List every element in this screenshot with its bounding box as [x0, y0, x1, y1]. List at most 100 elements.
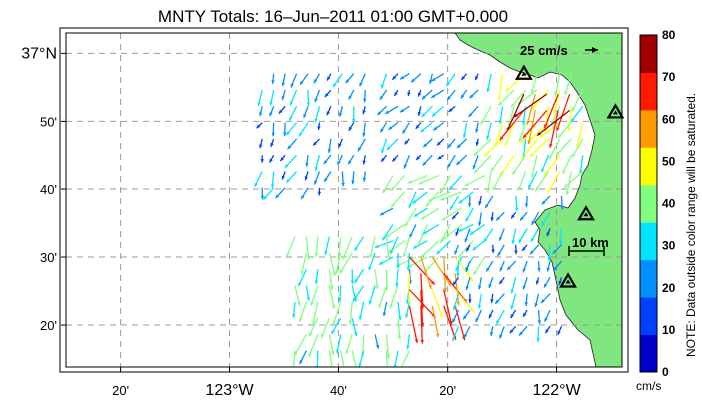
current-vector: [328, 269, 334, 291]
current-vector: [385, 350, 388, 367]
current-vector: [297, 268, 307, 287]
current-vector: [557, 122, 572, 139]
current-vector: [384, 105, 399, 115]
current-vector: [415, 122, 422, 130]
current-vector: [269, 106, 275, 117]
current-vector: [498, 106, 504, 125]
current-vector: [558, 277, 563, 285]
current-vector: [524, 293, 529, 306]
current-vector: [314, 155, 321, 171]
current-vector: [415, 154, 422, 161]
colorbar-segment: [640, 109, 657, 148]
current-vector: [300, 252, 308, 275]
current-vector: [279, 154, 286, 162]
current-vector: [292, 350, 296, 367]
current-vector: [430, 89, 445, 99]
current-vector: [299, 350, 307, 365]
current-vector: [340, 350, 345, 367]
current-vector: [497, 244, 505, 257]
current-vector: [529, 138, 549, 158]
current-vector: [477, 293, 483, 309]
current-vector: [393, 350, 399, 367]
current-vector: [465, 207, 474, 222]
current-vector: [312, 138, 320, 147]
current-vector: [413, 207, 428, 218]
current-vector: [405, 301, 411, 319]
current-vector: [436, 138, 445, 146]
current-vector: [420, 305, 424, 344]
current-vector: [379, 207, 394, 216]
current-vector: [456, 138, 468, 149]
current-vector: [543, 154, 561, 177]
current-vector: [510, 89, 527, 108]
current-vector: [564, 73, 572, 96]
current-vector: [259, 106, 263, 117]
current-vector: [446, 89, 456, 101]
current-vector: [314, 236, 319, 257]
current-vector: [530, 155, 538, 178]
current-vector: [521, 244, 528, 252]
current-vector: [458, 191, 474, 204]
current-vector: [475, 122, 479, 133]
current-vector: [308, 317, 319, 337]
current-vector: [317, 122, 321, 131]
current-vector: [547, 244, 551, 261]
current-vector: [536, 109, 571, 137]
current-vector: [408, 191, 417, 209]
current-vector: [269, 89, 275, 106]
current-vector: [518, 122, 527, 143]
current-vector: [412, 191, 428, 205]
current-vector: [431, 289, 444, 318]
current-vector: [417, 89, 422, 97]
current-vector: [483, 228, 494, 243]
station-triangle-icon: [577, 205, 595, 221]
current-vector: [281, 171, 286, 180]
current-vector: [469, 223, 486, 236]
current-vector: [499, 109, 525, 141]
current-vector: [382, 301, 388, 317]
current-vector: [578, 155, 584, 175]
current-vector: [448, 105, 456, 113]
current-vector: [537, 261, 541, 272]
current-vector: [323, 154, 332, 165]
current-vector: [486, 171, 492, 193]
current-vector: [285, 122, 298, 136]
current-vector: [378, 285, 388, 309]
current-vector: [557, 326, 563, 336]
current-vector: [549, 110, 559, 148]
current-vector: [571, 138, 584, 158]
current-vector: [357, 138, 366, 152]
colorbar-unit: cm/s: [636, 379, 661, 393]
current-vector: [314, 106, 321, 123]
current-vector: [330, 317, 342, 335]
current-vector: [440, 191, 462, 201]
current-vector: [451, 326, 460, 342]
current-vector: [348, 122, 355, 132]
current-vector: [456, 261, 460, 278]
scale-arrow: 25 cm/s: [520, 43, 598, 58]
current-vector: [408, 305, 419, 344]
current-vector: [409, 224, 417, 238]
current-vector: [312, 301, 319, 325]
current-vector: [286, 236, 296, 258]
current-vector: [511, 228, 517, 244]
current-vector: [341, 171, 345, 187]
station-triangle-icon: [514, 64, 533, 80]
current-vector: [404, 138, 410, 145]
current-vector: [465, 244, 471, 252]
current-vector: [303, 106, 309, 119]
current-vector: [535, 277, 540, 285]
current-vector: [417, 106, 422, 116]
current-vector: [289, 89, 298, 106]
current-vector: [328, 334, 335, 355]
current-vector: [436, 240, 451, 255]
current-vector: [306, 90, 311, 107]
current-vector: [522, 309, 528, 318]
current-vector: [263, 187, 275, 200]
current-vector: [378, 256, 394, 266]
current-vector: [490, 212, 494, 222]
current-vector: [475, 138, 480, 147]
current-vector: [368, 252, 376, 271]
current-vector: [448, 175, 463, 191]
